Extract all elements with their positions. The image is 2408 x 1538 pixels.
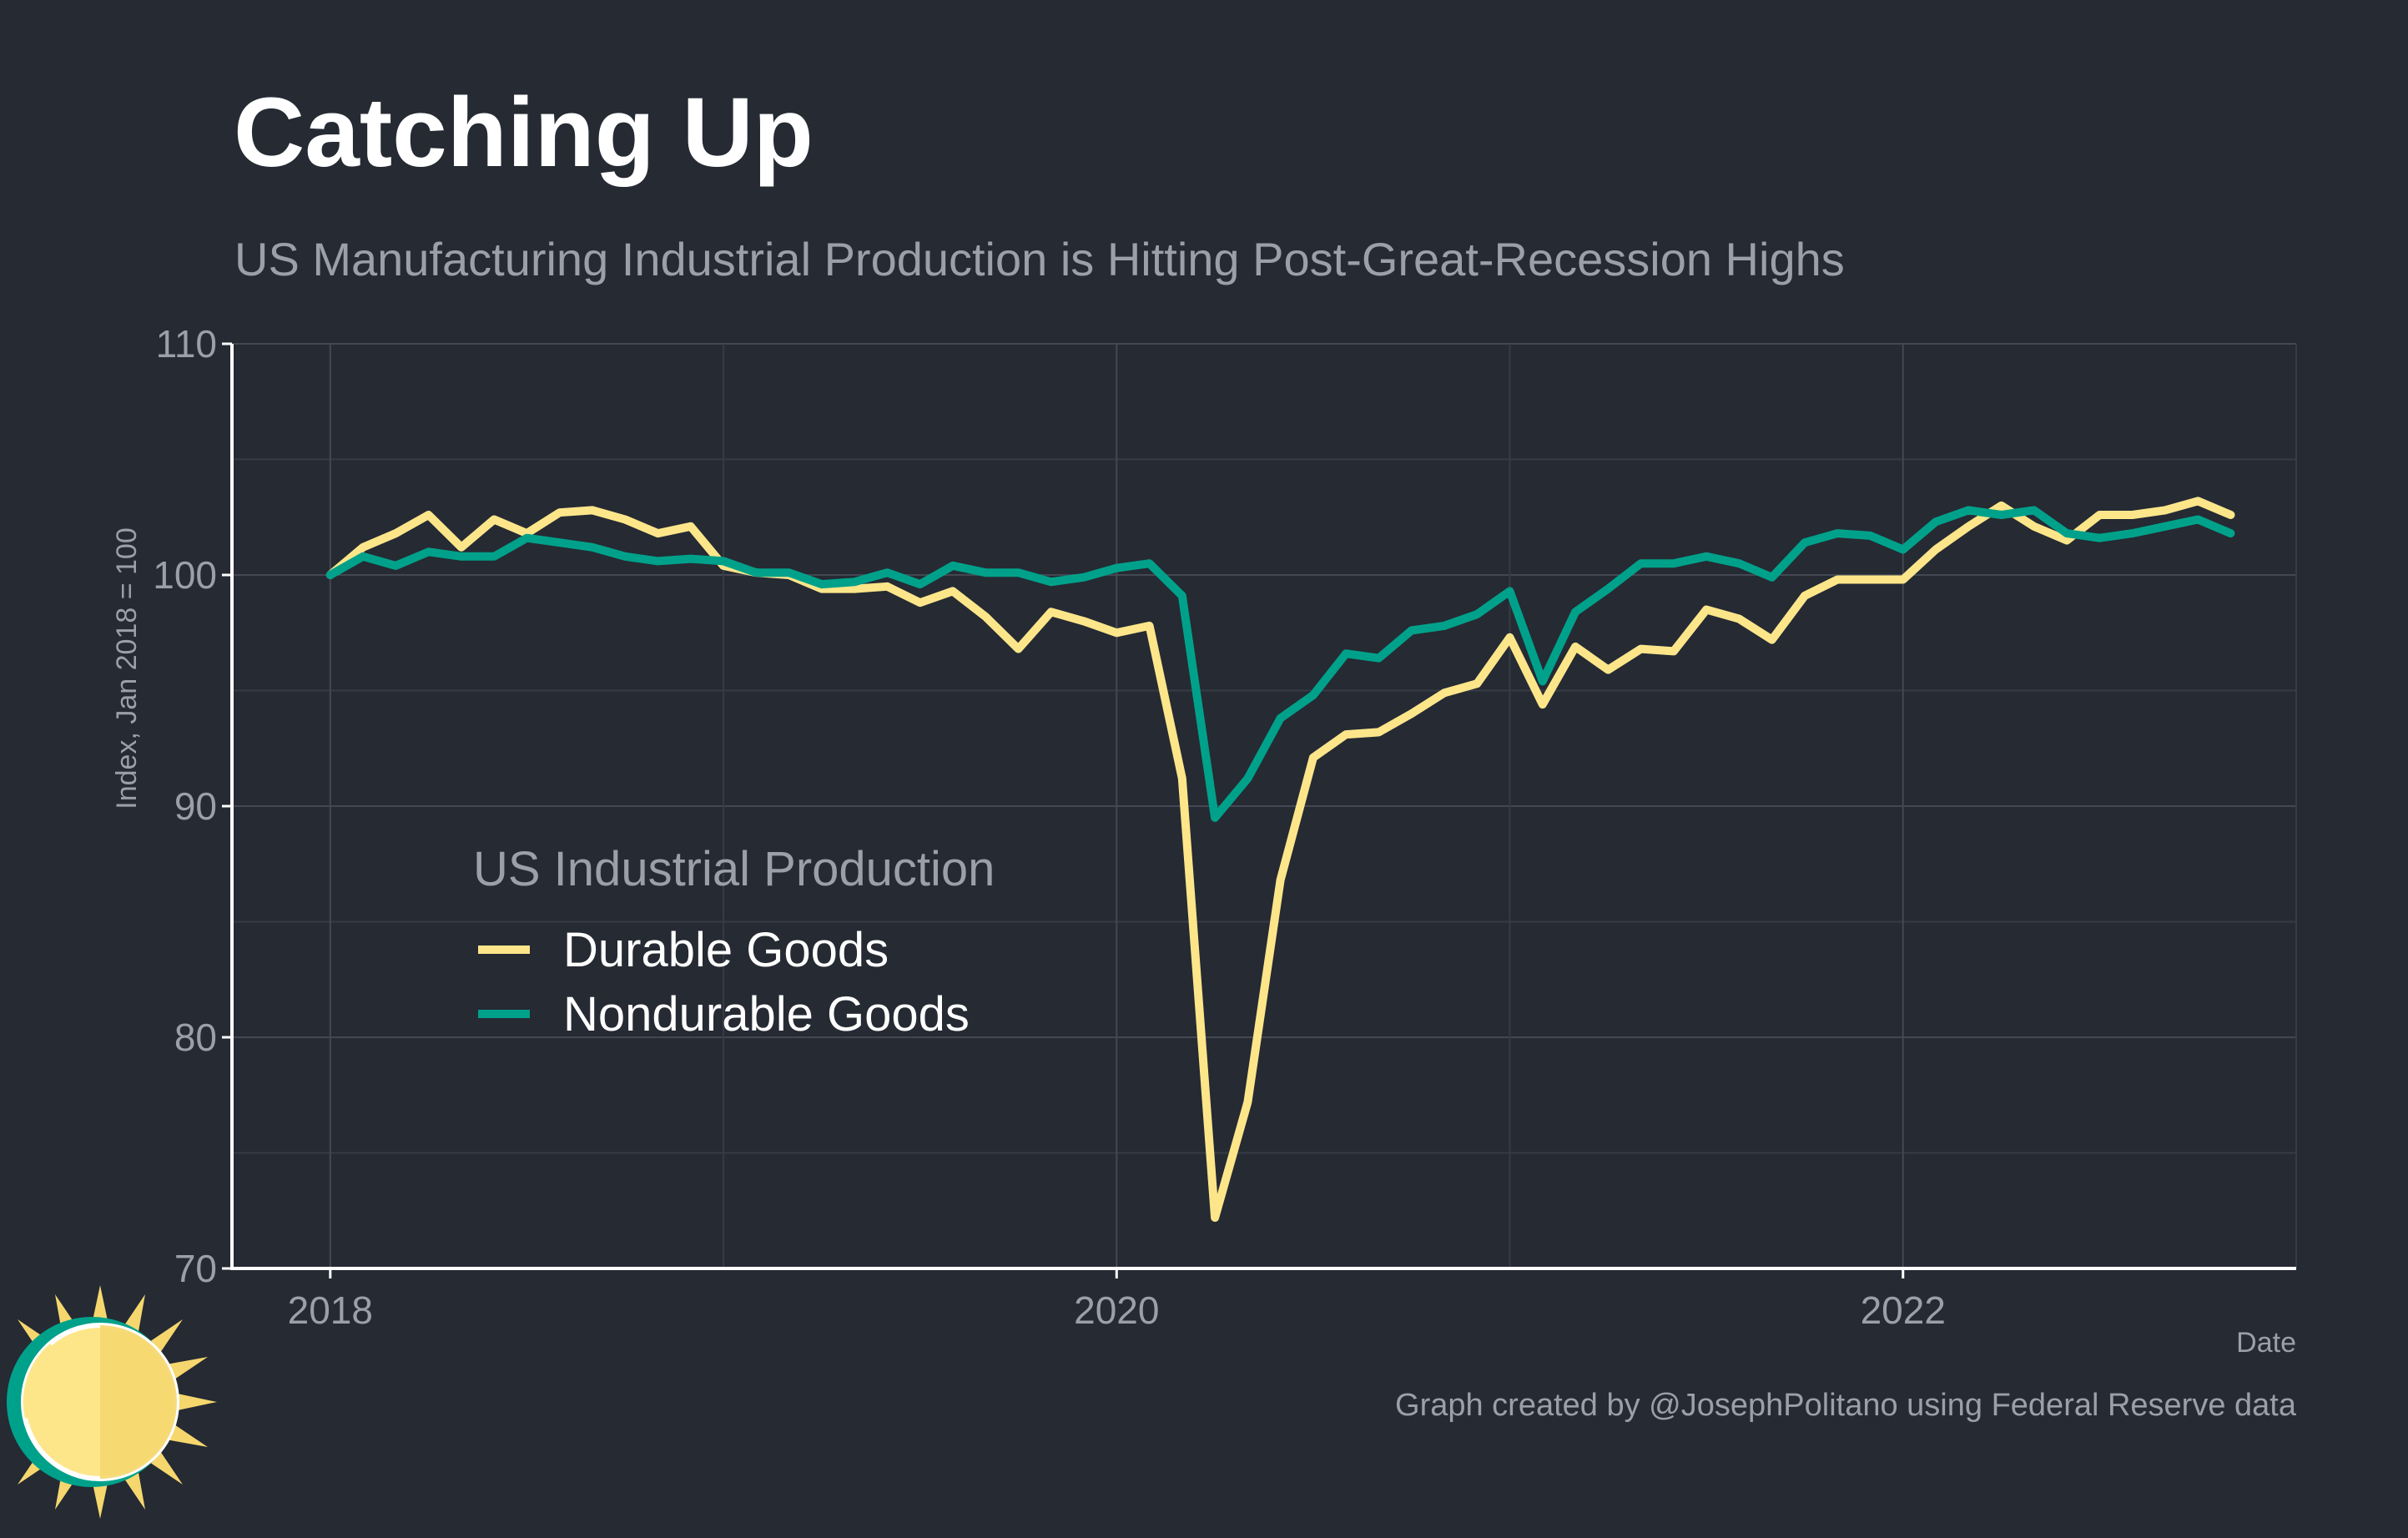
- y-axis-title: Index, Jan 2018 = 100: [111, 527, 143, 809]
- chart-subtitle: US Manufacturing Industrial Production i…: [234, 233, 1845, 285]
- legend-title: US Industrial Production: [473, 842, 995, 896]
- source-caption: Graph created by @JosephPolitano using F…: [1395, 1388, 2296, 1423]
- x-tick-label: 2022: [1861, 1288, 1946, 1332]
- y-tick-label: 70: [174, 1247, 217, 1290]
- x-axis-title: Date: [2236, 1327, 2296, 1359]
- legend-label-nondurable-goods: Nondurable Goods: [563, 987, 970, 1041]
- y-tick-label: 100: [153, 553, 217, 597]
- legend-label-durable-goods: Durable Goods: [563, 923, 889, 977]
- y-tick-label: 110: [156, 322, 217, 366]
- x-tick-label: 2020: [1074, 1288, 1159, 1332]
- series-line-nondurable-goods: [325, 506, 2235, 822]
- x-tick-label: 2018: [288, 1288, 373, 1332]
- y-tick-label: 80: [174, 1016, 217, 1059]
- sun-logo-icon: [7, 1285, 217, 1519]
- series-line-durable-goods: [325, 497, 2235, 1223]
- chart-title: Catching Up: [234, 78, 814, 188]
- y-tick-label: 90: [174, 784, 217, 828]
